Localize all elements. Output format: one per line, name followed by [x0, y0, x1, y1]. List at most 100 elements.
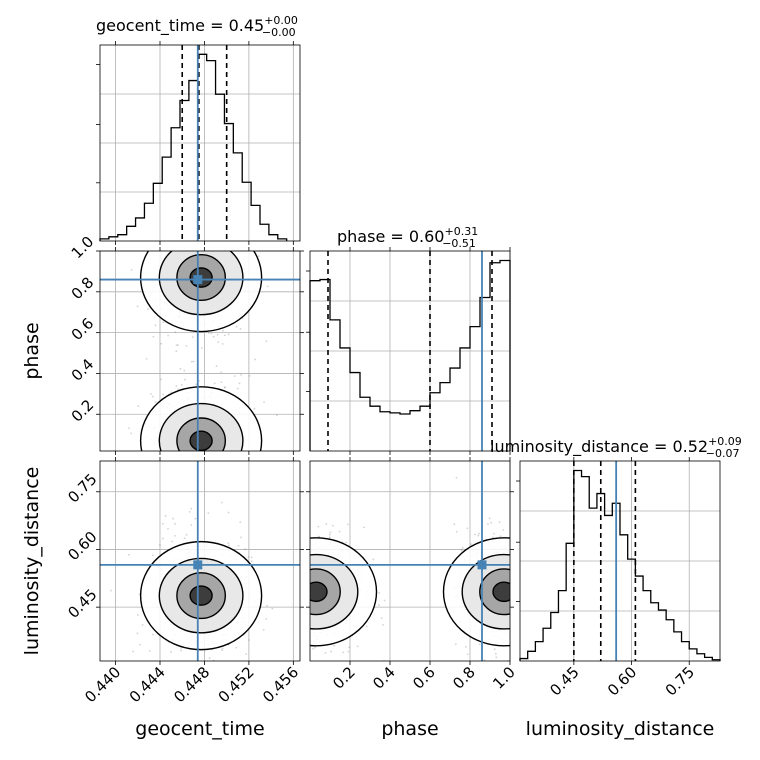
scatter-geocent-time-luminosity-distance-point	[174, 534, 176, 537]
scatter-geocent-time-luminosity-distance-point	[180, 649, 183, 652]
scatter-phase-luminosity-distance-point	[305, 586, 307, 588]
scatter-geocent-time-phase-point	[150, 451, 152, 453]
scatter-geocent-time-phase-point	[190, 244, 192, 246]
scatter-phase-luminosity-distance-point	[285, 589, 287, 591]
scatter-geocent-time-phase-point	[244, 454, 246, 456]
xlabel-phase: phase	[381, 718, 438, 740]
scatter-geocent-time-phase-point	[183, 454, 185, 456]
scatter-phase-luminosity-distance-point	[517, 619, 519, 621]
hist-phase-bars	[309, 259, 511, 451]
scatter-geocent-time-phase-point	[195, 209, 197, 211]
scatter-geocent-time-phase-point	[209, 495, 211, 497]
scatter-phase-luminosity-distance-point	[537, 620, 539, 622]
scatter-phase-luminosity-distance-point	[529, 606, 531, 608]
scatter-phase-luminosity-distance-point	[537, 616, 539, 618]
scatter-phase-luminosity-distance-point	[533, 570, 535, 572]
scatter-geocent-time-phase-point	[208, 456, 210, 458]
scatter-geocent-time-phase-point	[183, 378, 186, 381]
scatter-phase-luminosity-distance-point	[533, 602, 535, 604]
scatter-geocent-time-luminosity-distance-point	[208, 657, 211, 659]
scatter-phase-luminosity-distance-point	[297, 544, 299, 546]
scatter-geocent-time-phase-point	[236, 231, 238, 233]
scatter-phase-luminosity-distance-point	[521, 621, 523, 623]
scatter-geocent-time-phase-point	[154, 487, 156, 489]
scatter-phase-luminosity-distance-point	[253, 540, 255, 542]
scatter-phase-luminosity-distance-point	[515, 584, 517, 586]
scatter-phase-luminosity-distance-point	[563, 567, 565, 569]
scatter-geocent-time-luminosity-distance-point	[138, 643, 141, 646]
scatter-phase-luminosity-distance-point	[303, 597, 305, 599]
scatter-phase-luminosity-distance-point	[301, 582, 303, 584]
scatter-phase-luminosity-distance-point	[273, 640, 275, 642]
scatter-phase-luminosity-distance-point	[294, 585, 296, 587]
scatter-phase-luminosity-distance-point	[561, 645, 563, 647]
scatter-phase-luminosity-distance-xtick-label: 0.6	[409, 663, 439, 693]
scatter-geocent-time-luminosity-distance-point	[240, 663, 242, 665]
scatter-geocent-time-phase-point	[215, 464, 217, 466]
scatter-geocent-time-phase-point	[193, 246, 195, 248]
scatter-phase-luminosity-distance-point	[305, 577, 307, 579]
scatter-phase-luminosity-distance-point	[280, 589, 282, 591]
scatter-phase-luminosity-distance-point	[295, 624, 297, 626]
scatter-geocent-time-phase-point	[200, 470, 202, 472]
scatter-phase-luminosity-distance-point	[289, 592, 291, 594]
scatter-phase-luminosity-distance-point	[283, 602, 285, 604]
scatter-phase-luminosity-distance-point	[512, 595, 514, 597]
scatter-geocent-time-phase-point	[145, 357, 148, 360]
scatter-phase-luminosity-distance-point	[535, 595, 537, 597]
scatter-geocent-time-phase-point	[146, 308, 149, 311]
scatter-geocent-time-phase-point	[216, 228, 218, 230]
scatter-phase-luminosity-distance-point	[304, 626, 306, 628]
scatter-phase-luminosity-distance-point	[295, 601, 297, 603]
scatter-geocent-time-phase-point	[263, 401, 265, 404]
scatter-geocent-time-phase-point	[195, 479, 197, 481]
scatter-geocent-time-phase-point	[136, 305, 139, 308]
xlabel-geocent-time: geocent_time	[135, 718, 264, 740]
scatter-geocent-time-phase-point	[167, 229, 169, 231]
scatter-geocent-time-phase-point	[195, 494, 197, 496]
scatter-phase-luminosity-distance-point	[270, 641, 272, 643]
scatter-geocent-time-phase-point	[209, 505, 211, 507]
scatter-phase-luminosity-distance-point	[280, 575, 282, 577]
scatter-phase-luminosity-distance-point	[525, 567, 527, 569]
scatter-phase-luminosity-distance-point	[305, 625, 307, 627]
scatter-geocent-time-phase-point	[184, 469, 186, 471]
scatter-phase-luminosity-distance-point	[512, 615, 514, 617]
scatter-phase-luminosity-distance-point	[294, 579, 296, 581]
scatter-phase-luminosity-distance-point	[541, 504, 543, 506]
scatter-phase-luminosity-distance-point	[282, 625, 284, 627]
title-phase: phase = 0.60+0.31 −0.51	[337, 225, 478, 250]
scatter-phase-luminosity-distance-point	[280, 650, 282, 652]
scatter-geocent-time-luminosity-distance-ytick-label: 0.60	[64, 528, 100, 564]
scatter-phase-luminosity-distance-point	[307, 592, 309, 594]
scatter-phase-luminosity-distance-point	[383, 599, 386, 602]
scatter-phase-luminosity-distance-point	[560, 617, 562, 619]
scatter-phase-luminosity-distance-point	[582, 623, 584, 625]
scatter-phase-luminosity-distance-point	[284, 572, 286, 574]
scatter-phase-luminosity-distance-point	[526, 538, 528, 540]
scatter-phase-luminosity-distance-xtick-label: 0.2	[329, 663, 359, 693]
scatter-geocent-time-luminosity-distance-point	[265, 618, 268, 620]
scatter-geocent-time-luminosity-distance-xtick-label: 0.456	[259, 663, 302, 706]
scatter-phase-luminosity-distance-point	[304, 569, 306, 571]
scatter-phase-luminosity-distance-point	[537, 551, 539, 553]
scatter-phase-luminosity-distance-point	[301, 555, 303, 557]
title-geocent-time: geocent_time = 0.45+0.00 −0.00	[96, 14, 298, 39]
scatter-phase-luminosity-distance-point	[303, 551, 305, 553]
scatter-geocent-time-phase-point	[185, 197, 187, 199]
scatter-phase-luminosity-distance-point	[524, 572, 526, 574]
scatter-geocent-time-luminosity-distance-point	[227, 542, 230, 545]
scatter-geocent-time-phase-point	[200, 237, 202, 239]
scatter-geocent-time-phase-point	[228, 458, 230, 460]
scatter-geocent-time-phase-point	[221, 236, 223, 238]
scatter-phase-luminosity-distance-point	[331, 524, 334, 527]
scatter-phase-luminosity-distance-point	[325, 523, 328, 525]
scatter-geocent-time-phase-point	[141, 478, 143, 480]
scatter-geocent-time-phase-point	[205, 465, 207, 467]
scatter-geocent-time-phase-point	[190, 209, 192, 211]
scatter-phase-luminosity-distance-point	[533, 596, 535, 598]
scatter-phase-luminosity-distance-point	[526, 603, 528, 605]
scatter-geocent-time-phase-point	[175, 344, 178, 347]
scatter-geocent-time-luminosity-distance-point	[262, 628, 265, 631]
scatter-geocent-time-phase-point	[210, 332, 213, 335]
